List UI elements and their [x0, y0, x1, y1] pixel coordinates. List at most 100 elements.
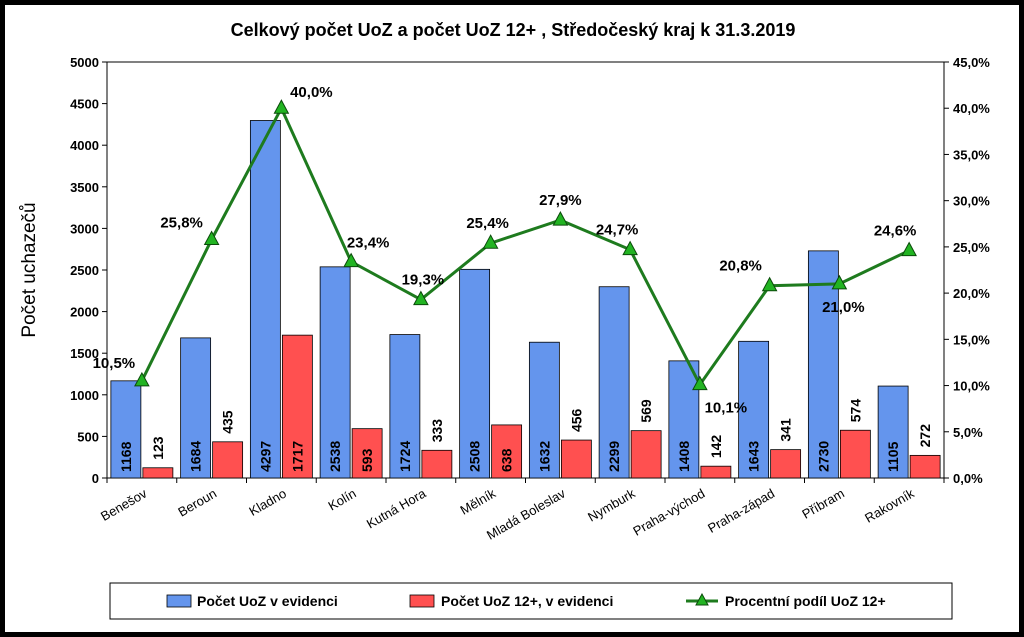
chart-frame: Celkový počet UoZ a počet UoZ 12+ , Stře…: [4, 4, 1020, 633]
legend-label-uoz: Počet UoZ v evidenci: [197, 593, 338, 609]
line-pct-marker: [552, 211, 569, 226]
bar-uoz-value: 1408: [676, 441, 692, 472]
line-pct-marker: [343, 252, 359, 268]
y-tick-label: 3500: [70, 180, 99, 195]
bar-uoz-value: 1168: [118, 441, 134, 472]
line-pct-label: 20,8%: [719, 258, 762, 275]
y2-tick-label: 35,0%: [953, 147, 990, 162]
bar-uoz12: [212, 441, 244, 479]
bar-uoz-value: 2299: [606, 441, 622, 472]
y-tick-label: 5000: [70, 55, 99, 70]
line-pct-label: 21,0%: [822, 299, 865, 316]
legend-label-pct: Procentní podíl UoZ 12+: [725, 593, 886, 609]
y-tick-label: 500: [77, 429, 99, 444]
bar-uoz: [249, 120, 281, 479]
bar-uoz: [180, 337, 212, 479]
x-tick-label: Mladá Boleslav: [484, 485, 568, 542]
line-pct: [140, 104, 910, 388]
bar-uoz12: [839, 429, 871, 479]
bar-uoz12: [281, 334, 313, 479]
y-tick-label: 2500: [70, 263, 99, 278]
bar-uoz-value: 2730: [815, 441, 831, 472]
y-tick-label: 1500: [70, 346, 99, 361]
chart-title: Celkový počet UoZ a počet UoZ 12+ , Stře…: [231, 20, 796, 40]
y-tick-label: 2000: [70, 305, 99, 320]
line-pct-marker: [413, 290, 429, 306]
x-tick-label: Beroun: [175, 486, 219, 520]
x-tick-label: Praha-západ: [705, 486, 777, 536]
bar-uoz12-value: 593: [359, 448, 375, 472]
y2-tick-label: 0,0%: [953, 471, 983, 486]
bar-uoz: [459, 268, 491, 479]
y-tick-label: 1000: [70, 388, 99, 403]
legend-swatch-uoz12: [409, 594, 435, 608]
bar-uoz12: [770, 449, 802, 479]
bar-uoz12: [909, 454, 941, 479]
y-tick-label: 4500: [70, 97, 99, 112]
legend-box: [109, 582, 953, 620]
x-tick-label: Benešov: [98, 485, 150, 524]
bar-uoz12-value: 456: [568, 408, 584, 432]
bar-uoz12: [491, 424, 523, 479]
bar-uoz: [110, 380, 142, 479]
bar-uoz12: [142, 467, 174, 479]
y-axis-label: Počet uchazečů: [19, 202, 40, 337]
y2-tick-label: 45,0%: [953, 55, 990, 70]
line-pct-label: 25,8%: [160, 214, 203, 231]
y2-tick-label: 40,0%: [953, 101, 990, 116]
line-pct-marker: [482, 234, 499, 249]
bar-uoz-value: 1643: [746, 441, 762, 472]
bar-uoz12-value: 142: [708, 435, 724, 459]
bar-uoz12: [630, 430, 662, 479]
y-tick-label: 0: [92, 471, 99, 486]
plot-area: 0 500 1000 1500 2000 2500 3000 3500 4000 4500 5000…: [19, 55, 990, 543]
line-pct-label: 27,9%: [539, 192, 582, 209]
legend-swatch-uoz: [166, 594, 192, 608]
bar-uoz12-value: 272: [917, 424, 933, 448]
bar-uoz12-value: 333: [429, 419, 445, 443]
bar-uoz: [668, 360, 700, 479]
bar-uoz12-value: 123: [150, 436, 166, 460]
bar-uoz12-value: 1717: [289, 441, 305, 472]
chart: Celkový počet UoZ a počet UoZ 12+ , Stře…: [19, 20, 990, 620]
line-pct-marker: [203, 230, 220, 245]
y2-tick-label: 15,0%: [953, 332, 990, 347]
line-pct-label: 10,1%: [705, 400, 748, 417]
bar-uoz-value: 1632: [536, 441, 552, 472]
y2-tick-label: 5,0%: [953, 425, 983, 440]
bar-uoz12: [700, 465, 732, 479]
bar-uoz12: [421, 449, 453, 479]
legend: Počet UoZ v evidenci Počet UoZ 12+, v evi…: [109, 582, 953, 620]
legend-label-uoz12: Počet UoZ 12+, v evidenci: [441, 593, 613, 609]
x-tick-label: Kutná Hora: [364, 485, 429, 531]
x-tick-label: Kladno: [246, 486, 289, 519]
line-pct-marker: [901, 241, 917, 257]
bar-uoz-value: 4297: [257, 441, 273, 472]
x-tick-label: Nymburk: [585, 485, 638, 524]
line-pct-marker: [273, 99, 290, 114]
line-pct-marker: [831, 274, 848, 290]
line-pct-label: 24,7%: [596, 222, 639, 239]
line-pct-label: 10,5%: [93, 355, 136, 372]
bar-uoz12-value: 341: [778, 418, 794, 442]
y2-tick-label: 20,0%: [953, 286, 990, 301]
x-tick-label: Mělník: [457, 485, 498, 517]
line-pct-marker: [761, 276, 778, 292]
y-tick-label: 4000: [70, 138, 99, 153]
y-tick-label: 3000: [70, 221, 99, 236]
x-tick-label: Příbram: [799, 486, 847, 522]
bar-uoz-value: 2538: [327, 441, 343, 472]
bar-uoz12: [560, 439, 592, 479]
x-tick-label: Praha-východ: [630, 486, 707, 539]
bar-uoz-value: 1105: [885, 441, 901, 472]
y2-tick-label: 10,0%: [953, 379, 990, 394]
line-pct-marker: [134, 371, 150, 387]
bar-uoz: [738, 340, 770, 479]
line-pct-marker: [692, 375, 708, 391]
line-pct-label: 23,4%: [347, 235, 390, 252]
line-pct-label: 24,6%: [874, 223, 917, 240]
x-tick-label: Kolín: [325, 486, 358, 514]
bar-uoz: [319, 266, 351, 479]
y2-tick-label: 30,0%: [953, 194, 990, 209]
bar-uoz: [598, 286, 630, 479]
